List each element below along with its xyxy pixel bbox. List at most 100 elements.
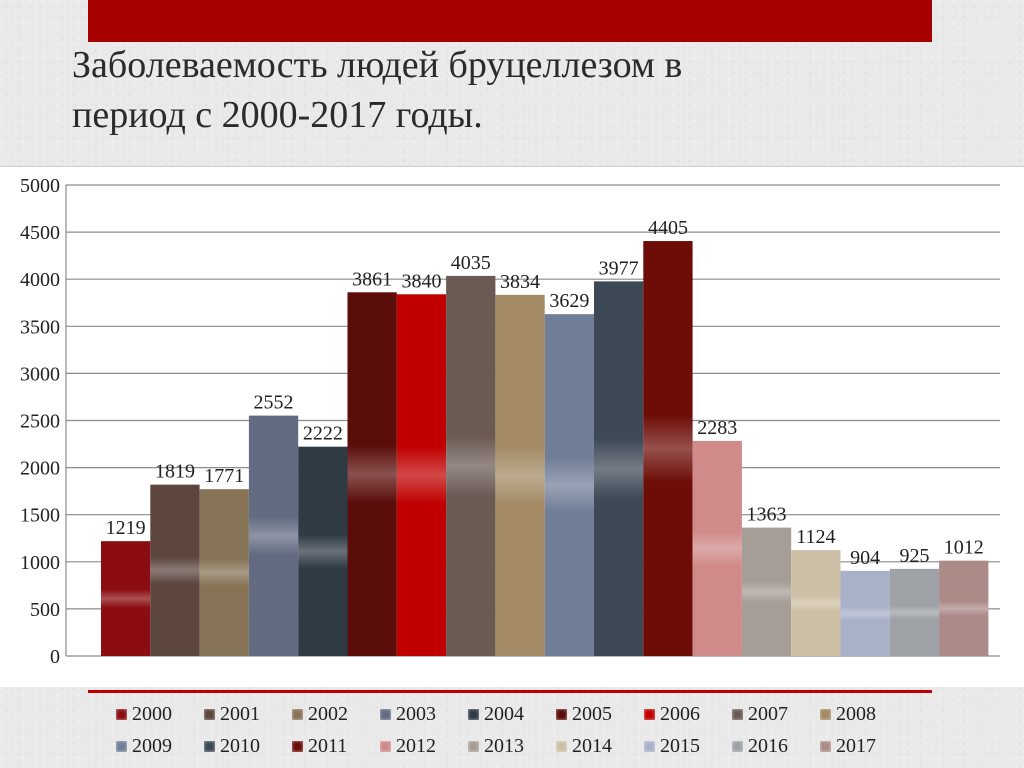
legend-swatch	[732, 740, 743, 752]
bar-sheen	[150, 484, 200, 656]
legend-item: 2016	[732, 732, 820, 760]
bar-sheen	[101, 541, 151, 656]
legend-item: 2015	[644, 732, 732, 760]
data-label: 2552	[254, 392, 294, 414]
legend-swatch	[732, 708, 743, 720]
data-label: 1771	[204, 465, 244, 487]
legend-item: 2004	[468, 700, 556, 728]
bar-sheen	[889, 568, 940, 656]
legend-item: 2003	[380, 700, 468, 728]
legend-swatch	[820, 740, 831, 752]
bar-sheen	[939, 560, 989, 656]
bar-sheen	[741, 527, 792, 656]
legend-item: 2005	[556, 700, 644, 728]
data-label: 4035	[451, 252, 491, 274]
y-tick-label: 4000	[20, 269, 60, 291]
legend-label: 2002	[308, 702, 348, 725]
legend-label: 2007	[748, 702, 788, 725]
data-label: 1363	[747, 504, 787, 526]
header-accent-bar	[88, 0, 932, 42]
legend-label: 2014	[572, 734, 612, 757]
bar-sheen	[544, 314, 594, 656]
legend-item: 2009	[116, 732, 204, 760]
bars	[101, 241, 989, 656]
bar-sheen	[347, 292, 397, 656]
y-tick-label: 2000	[20, 458, 60, 480]
legend-label: 2011	[308, 734, 348, 757]
data-label: 3834	[500, 271, 540, 293]
legend-swatch	[556, 740, 567, 752]
legend-item: 2000	[116, 700, 204, 728]
legend-label: 2012	[396, 734, 436, 757]
legend-swatch	[204, 740, 215, 752]
legend-item: 2014	[556, 732, 644, 760]
legend-swatch	[556, 708, 567, 720]
legend-label: 2015	[660, 734, 700, 757]
legend-label: 2017	[836, 734, 876, 757]
bar-sheen	[298, 446, 348, 656]
legend-label: 2009	[132, 734, 172, 757]
legend-swatch	[468, 740, 479, 752]
data-labels: 1219 1819 1771 2552 2222 3861 3840 4035 3834 3629…	[106, 217, 984, 569]
legend-swatch	[468, 708, 479, 720]
bar-sheen	[396, 294, 447, 656]
legend-label: 2010	[220, 734, 260, 757]
legend-label: 2008	[836, 702, 876, 725]
slide-title: Заболеваемость людей бруцеллезом в перио…	[72, 40, 952, 140]
legend-swatch	[380, 708, 391, 720]
chart-panel: 0 500 1000 1500 2000 2500 3000 3500 4000 4500 5000…	[0, 166, 1024, 687]
data-label: 1219	[106, 517, 146, 539]
legend-item: 2011	[292, 732, 380, 760]
legend-swatch	[644, 740, 655, 752]
data-label: 925	[899, 545, 929, 567]
legend-swatch	[204, 708, 215, 720]
legend-label: 2016	[748, 734, 788, 757]
legend-item: 2006	[644, 700, 732, 728]
data-label: 2283	[697, 417, 737, 439]
legend-swatch	[644, 708, 655, 720]
slide-title-line1: Заболеваемость людей бруцеллезом в	[72, 44, 683, 86]
data-label: 1012	[944, 537, 984, 559]
bar-sheen	[840, 570, 890, 656]
legend-label: 2000	[132, 702, 172, 725]
data-label: 1819	[155, 461, 195, 483]
legend-label: 2006	[660, 702, 700, 725]
data-label: 904	[850, 547, 880, 569]
legend-item: 2008	[820, 700, 908, 728]
legend-item: 2010	[204, 732, 292, 760]
data-label: 3629	[549, 290, 589, 312]
legend-swatch	[292, 708, 303, 720]
y-tick-label: 1000	[20, 552, 60, 574]
legend-swatch	[820, 708, 831, 720]
legend-divider	[88, 690, 932, 693]
y-tick-label: 500	[30, 599, 60, 621]
legend-swatch	[116, 708, 127, 720]
slide-title-line2: период с 2000-2017 годы.	[72, 94, 483, 136]
data-label: 3977	[599, 257, 639, 279]
y-tick-label: 0	[50, 646, 60, 668]
legend-label: 2013	[484, 734, 524, 757]
y-tick-label: 1500	[20, 505, 60, 527]
y-tick-label: 2500	[20, 411, 60, 433]
legend-label: 2005	[572, 702, 612, 725]
bar-sheen	[643, 241, 693, 656]
y-tick-label: 5000	[20, 175, 60, 197]
legend-item: 2001	[204, 700, 292, 728]
bar-sheen	[791, 550, 841, 656]
data-label: 4405	[648, 217, 688, 239]
y-axis: 0 500 1000 1500 2000 2500 3000 3500 4000 4500 5000	[20, 175, 67, 668]
legend-swatch	[380, 740, 391, 752]
data-label: 2222	[303, 423, 343, 445]
legend-item: 2013	[468, 732, 556, 760]
y-tick-label: 4500	[20, 222, 60, 244]
legend-label: 2003	[396, 702, 436, 725]
data-label: 3861	[352, 268, 392, 290]
data-label: 3840	[401, 270, 441, 292]
data-label: 1124	[796, 526, 835, 548]
bar-sheen	[199, 489, 249, 656]
bar-sheen	[446, 275, 496, 656]
y-tick-label: 3500	[20, 316, 60, 338]
bar-chart: 0 500 1000 1500 2000 2500 3000 3500 4000 4500 5000…	[20, 175, 1000, 668]
bar-sheen	[495, 294, 545, 656]
bar-sheen	[594, 281, 644, 656]
